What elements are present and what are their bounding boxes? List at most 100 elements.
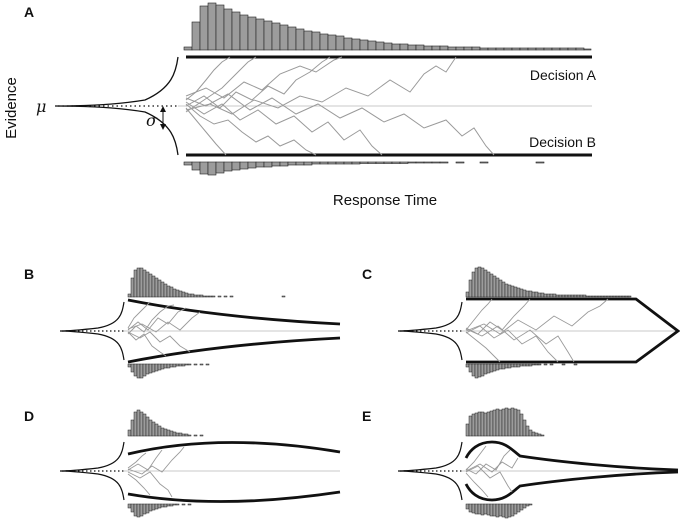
hist-bar: [367, 40, 377, 51]
hist-bar: [495, 503, 500, 518]
hist-bar: [199, 434, 204, 437]
hist-bar: [477, 503, 482, 515]
hist-bar: [231, 11, 241, 51]
lower-histogram: [127, 363, 210, 379]
evidence-trace: [127, 307, 187, 331]
hist-bar: [199, 294, 204, 298]
hist-bar: [327, 34, 337, 51]
hist-bar: [489, 503, 494, 517]
hist-bar: [263, 161, 273, 168]
hist-bar: [139, 503, 144, 517]
hist-bar: [624, 295, 629, 298]
hist-bar: [196, 294, 201, 298]
hist-bar: [166, 285, 171, 298]
decision-b-label: Decision B: [529, 134, 596, 150]
hist-bar: [199, 161, 209, 175]
hist-bar: [504, 283, 509, 298]
hist-bar: [229, 295, 234, 298]
hist-bar: [303, 161, 313, 166]
hist-bar: [145, 503, 150, 514]
collapsing-bound: [466, 297, 680, 364]
hist-bar: [471, 363, 476, 377]
hist-bar: [181, 433, 186, 437]
hist-bar: [157, 363, 162, 371]
evidence-traces: [465, 445, 519, 498]
hist-bar: [223, 161, 233, 172]
hist-bar: [207, 2, 217, 51]
hist-bar: [163, 283, 168, 298]
hist-bar: [528, 363, 533, 367]
hist-bar: [359, 161, 369, 164]
panel-b: B: [24, 266, 341, 379]
hist-bar: [573, 363, 578, 366]
hist-bar: [492, 503, 497, 517]
hist-bar: [495, 47, 505, 51]
hist-bar: [439, 161, 449, 164]
hist-bar: [247, 161, 257, 169]
hist-bar: [465, 423, 470, 437]
hist-bar: [335, 35, 345, 51]
hist-bar: [465, 363, 470, 368]
evidence-traces: [127, 301, 201, 357]
hist-bar: [175, 432, 180, 437]
hist-bar: [516, 287, 521, 298]
hist-bar: [558, 294, 563, 298]
hist-bar: [483, 503, 488, 515]
hist-bar: [184, 292, 189, 298]
hist-bar: [513, 503, 518, 515]
panel-a: A Evidence Response Time μ σ: [3, 2, 597, 209]
upper-histogram: [465, 407, 545, 437]
hist-bar: [543, 363, 548, 366]
hist-bar: [335, 161, 345, 165]
hist-bar: [465, 503, 470, 510]
hist-bar: [543, 47, 553, 51]
hist-bar: [504, 363, 509, 369]
urgency-bound-upper: [464, 440, 679, 472]
hist-bar: [501, 363, 506, 370]
hist-bar: [489, 410, 494, 437]
hist-bar: [255, 161, 265, 168]
hist-bar: [199, 5, 209, 51]
hist-bar: [471, 271, 476, 298]
hist-bar: [537, 292, 542, 298]
hist-bar: [343, 37, 353, 51]
evidence-trace: [185, 56, 331, 109]
hist-bar: [519, 363, 524, 367]
hist-bar: [151, 421, 156, 437]
evidence-trace: [465, 325, 575, 363]
hist-bar: [489, 273, 494, 298]
hist-bar: [519, 503, 524, 511]
evidence-trace: [185, 56, 343, 99]
hist-bar: [486, 411, 491, 437]
hist-bar: [231, 161, 241, 171]
hist-bar: [579, 294, 584, 298]
hist-bar: [489, 363, 494, 373]
evidence-trace: [127, 471, 173, 498]
hist-bar: [513, 408, 518, 437]
starting-point-distribution: [397, 441, 463, 501]
hist-bar: [423, 161, 433, 164]
hist-bar: [468, 415, 473, 437]
hist-bar: [127, 363, 132, 368]
hist-bar: [184, 433, 189, 437]
hist-bar: [501, 503, 506, 518]
hist-bar: [415, 161, 425, 164]
hist-bar: [133, 411, 138, 437]
hist-bar: [166, 363, 171, 369]
hist-bar: [139, 411, 144, 437]
evidence-trace: [465, 445, 487, 471]
hist-bar: [507, 408, 512, 437]
hist-bar: [127, 429, 132, 437]
panel-c: C: [362, 266, 680, 379]
hist-bar: [148, 503, 153, 512]
lower-histogram: [465, 503, 533, 519]
hist-bar: [495, 363, 500, 371]
sigma-symbol: σ: [146, 111, 158, 130]
hist-bar: [575, 47, 585, 51]
hist-bar: [507, 503, 512, 518]
hist-bar: [504, 503, 509, 519]
evidence-trace: [465, 465, 513, 493]
sigma-arrowhead-up: [160, 106, 166, 112]
upper-histogram: [127, 409, 204, 437]
hist-bar: [211, 295, 216, 298]
